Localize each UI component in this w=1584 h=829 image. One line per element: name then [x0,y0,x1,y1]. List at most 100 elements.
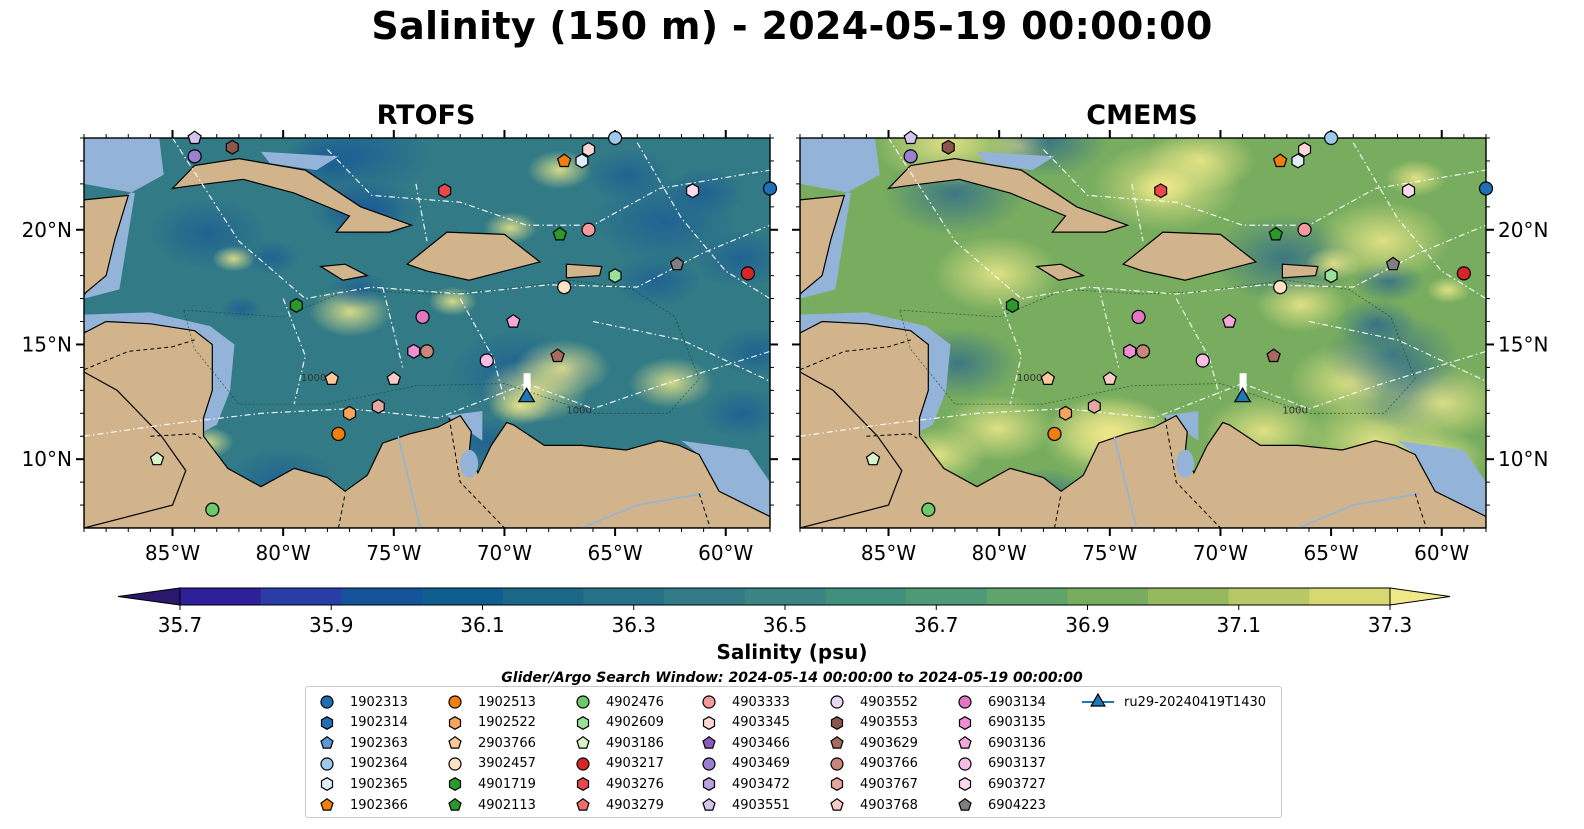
land [800,320,1486,528]
border-line [1414,493,1427,528]
lake-maracaibo [1176,449,1195,478]
legend-item-4903469: 4903469 [700,754,790,774]
legend-item-4903629: 4903629 [828,733,918,753]
legend-label: 4903472 [732,776,790,792]
isobath-1000 [899,279,1416,414]
x-tick-label: 70°W [1193,541,1248,565]
float-marker-6903136 [1222,313,1237,328]
colorbar-segment [1148,588,1230,605]
legend-label: 4903768 [860,797,918,813]
salinity-eddy [629,357,714,409]
river [581,492,704,528]
float-marker-4903217 [1456,266,1471,281]
colorbar-segment [502,588,584,605]
salinity-eddy [1255,277,1347,332]
eez-line [800,350,1486,437]
salinity-eddy [1385,159,1447,197]
float-marker-1902522 [1058,405,1073,421]
shelf-area [977,151,1055,171]
legend-marker-hexagon-icon [448,715,462,730]
land [170,157,414,233]
float-marker-1902366 [1272,153,1288,168]
legend-marker-shape [958,736,972,749]
salinity-eddy [699,388,770,439]
legend-label: 4903767 [860,776,918,792]
legend-marker-shape [702,695,716,709]
salinity-eddy [942,394,1054,462]
float-marker-4903469 [187,149,202,164]
legend-label: 4902113 [478,797,536,813]
shelf-area [1397,440,1486,517]
legend-item-4903276: 4903276 [574,774,664,794]
legend-marker-shape [320,797,334,811]
eez-line [1043,149,1486,226]
colorbar-tick-label: 36.7 [914,613,959,637]
legend-marker-shape [576,736,590,749]
float-marker-4903767 [1087,398,1101,414]
legend-marker-hexagon-icon [576,777,590,792]
salinity-eddy [481,358,589,423]
float-marker-4903766 [1135,344,1151,359]
legend-item-4902609: 4902609 [574,713,664,733]
legend-marker-pentagon-icon [320,736,334,749]
float-marker-4903276 [1154,183,1168,199]
legend-marker-hexagon-icon [830,777,844,792]
legend-marker-pentagon-icon [958,736,972,749]
legend-item-2903766: 2903766 [446,733,536,753]
border-line [338,493,346,528]
float-marker-4903333 [581,222,596,237]
legend-item-4901719: 4901719 [446,774,536,794]
colorbar-extend-low [117,587,181,606]
panel-title-rtofs: RTOFS [376,100,476,131]
legend-item-4903333: 4903333 [700,692,790,712]
legend-marker-hexagon-icon [958,715,972,730]
legend-marker-shape [448,695,462,709]
shelf-area [681,440,770,517]
land [318,263,370,281]
legend-marker-circle-icon [448,695,462,709]
land [800,194,846,295]
legend-label: 6903727 [988,776,1046,792]
legend-label: 4903469 [732,756,790,772]
legend-label: 4903551 [732,797,790,813]
x-tick-label: 60°W [698,541,753,565]
map-field: 1000 1000 [800,138,1486,528]
legend-item-1902313: 1902313 [318,692,408,712]
legend-marker-shape [702,757,716,771]
legend-item-1902365: 1902365 [318,774,408,794]
x-tick-label: 65°W [587,541,642,565]
legend-marker-circle-icon [576,695,590,709]
legend-marker-shape [320,715,334,730]
float-marker-4903629 [550,348,565,363]
isobath-label: 1000 [1017,373,1042,384]
colorbar-label: Salinity (psu) [716,640,868,664]
colorbar-segment [1067,588,1149,605]
legend-label: 4903629 [860,735,918,751]
legend-label: 4903333 [732,694,790,710]
colorbar-tick-label: 37.3 [1368,613,1413,637]
legend-marker-hexagon-icon [576,715,590,730]
legend-label: 1902363 [350,735,408,751]
legend-marker-shape [830,797,844,811]
eez-line [592,320,770,382]
legend-label: 3902457 [478,756,536,772]
float-marker-4903768 [386,371,402,385]
isobath-label: 1000 [1282,405,1307,416]
border-line [866,433,918,439]
border-line [800,339,911,371]
float-marker-6903134 [415,309,430,325]
river [1113,436,1138,528]
legend-marker-circle-icon [702,695,716,709]
float-marker-4903768 [1102,371,1118,385]
legend-label: 4901719 [478,776,536,792]
colorbar-segment [825,588,907,605]
float-marker-4903629 [1266,348,1281,363]
eez-line [1308,320,1486,382]
border-line [150,433,202,439]
legend-item-4903552: 4903552 [828,692,918,712]
float-marker-4902609 [1324,268,1338,284]
legend-marker-circle-icon [448,757,462,771]
colorbar-segment [664,588,746,605]
lake-maracaibo [460,449,479,478]
